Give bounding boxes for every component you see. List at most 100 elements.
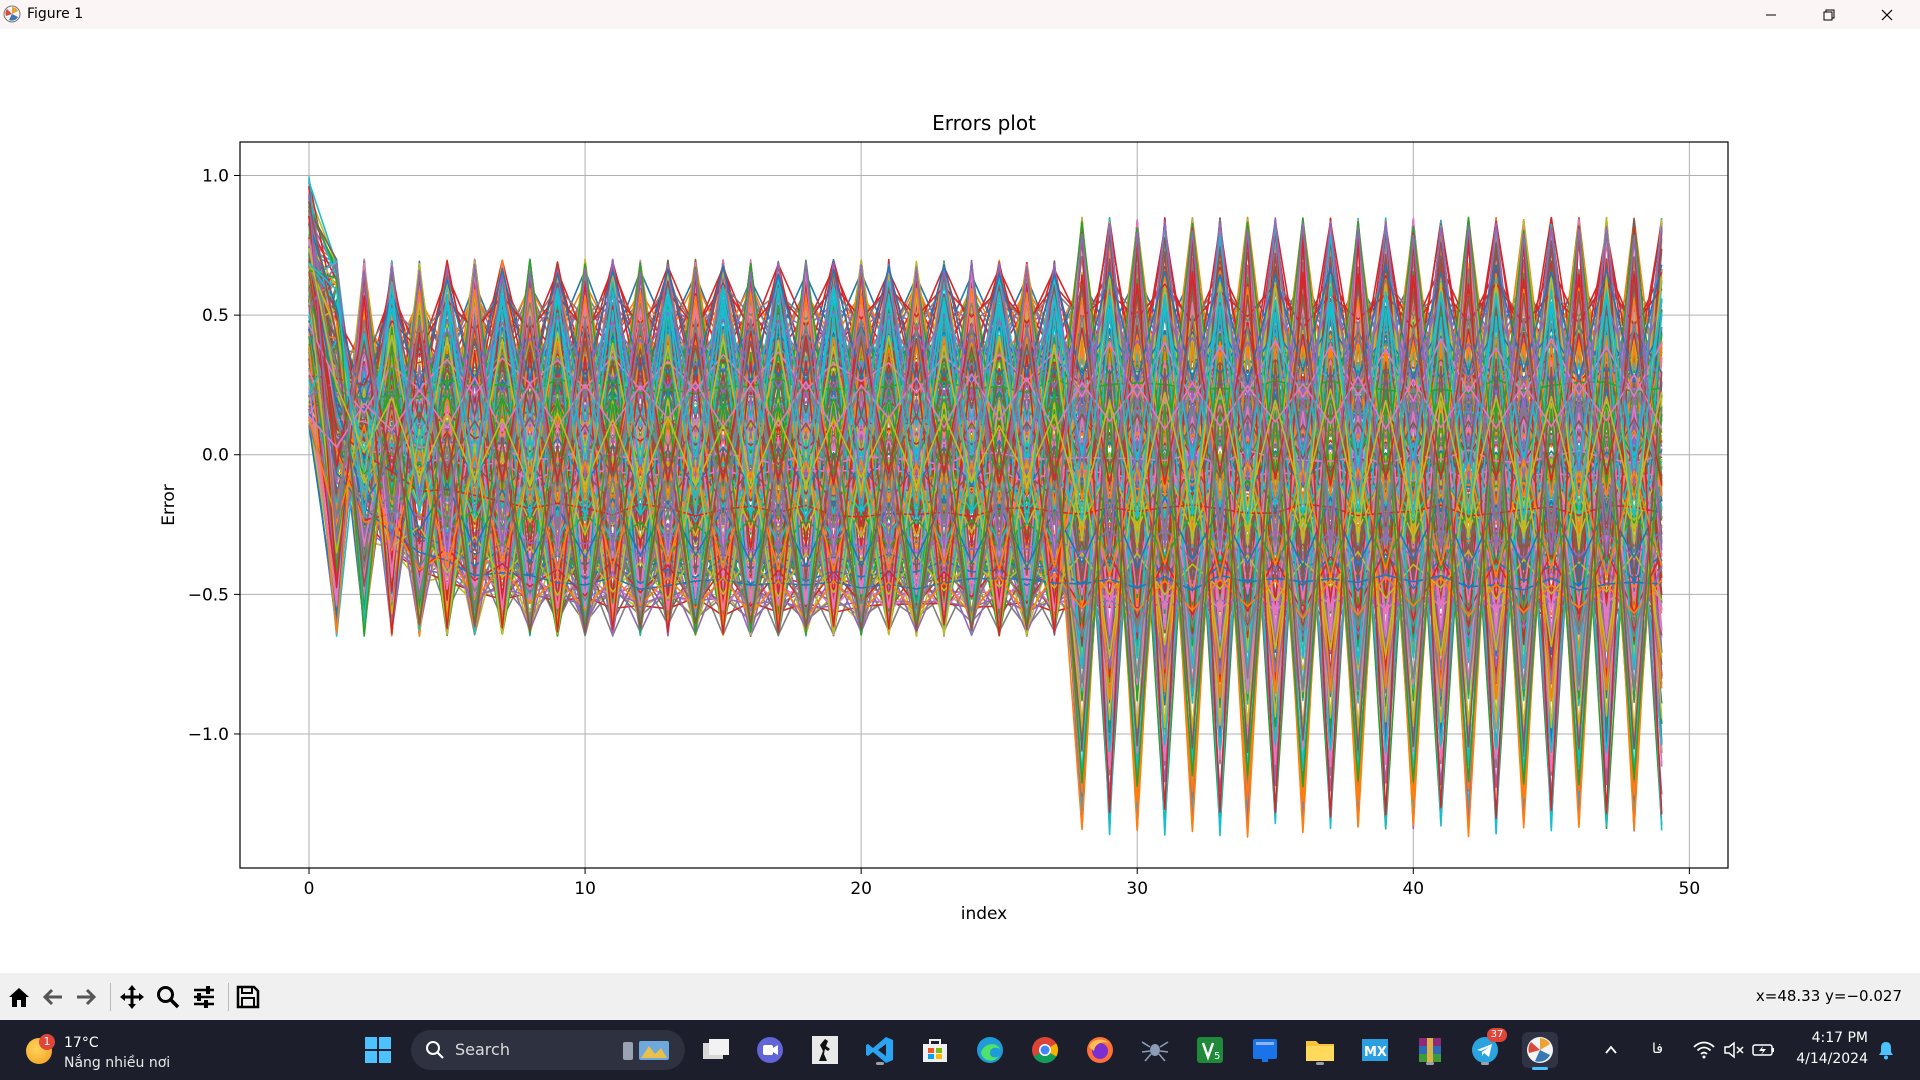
mx-app[interactable]: MX <box>1357 1032 1393 1068</box>
chart-title: Errors plot <box>932 111 1036 135</box>
series-line <box>308 201 1663 754</box>
y-axis-label: Error <box>159 484 179 525</box>
forward-button[interactable] <box>70 981 102 1013</box>
home-button[interactable] <box>3 981 35 1013</box>
telegram-app[interactable]: 37 <box>1467 1028 1507 1068</box>
x-tick-label: 40 <box>1402 879 1424 899</box>
toolbar-divider <box>110 983 111 1011</box>
teams-chat-app[interactable] <box>752 1032 788 1068</box>
configure-subplots-button[interactable] <box>188 981 220 1013</box>
restore-button[interactable] <box>1800 0 1858 29</box>
input-language[interactable]: فا <box>1652 1041 1663 1057</box>
telegram-badge: 37 <box>1487 1028 1507 1042</box>
green-app[interactable]: 5 <box>1192 1032 1228 1068</box>
active-indicator <box>1532 1067 1548 1070</box>
volume-status[interactable] <box>1716 1032 1752 1068</box>
cursor-coordinates: x=48.33 y=−0.027 <box>1755 987 1902 1005</box>
task-view-icon <box>703 1039 729 1059</box>
mx-icon: MX <box>1362 1039 1388 1061</box>
y-tick-label: −0.5 <box>188 585 229 605</box>
edge-icon <box>977 1037 1003 1063</box>
series-line <box>308 260 1662 518</box>
series-line <box>308 262 1663 472</box>
vs-green-icon: 5 <box>1197 1037 1223 1063</box>
search-highlight-icon <box>623 1041 669 1060</box>
window-title: Figure 1 <box>27 6 84 22</box>
telegram-icon <box>1472 1037 1498 1063</box>
sliders-icon <box>194 986 214 1008</box>
window-titlebar: Figure 1 <box>0 0 1920 29</box>
pan-button[interactable] <box>116 981 148 1013</box>
wifi-icon <box>1693 1041 1715 1059</box>
weather-badge: 1 <box>39 1034 55 1050</box>
running-indicator <box>1316 1062 1324 1065</box>
show-hidden-icons-button[interactable] <box>1593 1032 1629 1068</box>
taskbar-search[interactable]: Search <box>411 1030 685 1070</box>
close-button[interactable] <box>1858 0 1916 29</box>
zoom-icon <box>157 986 180 1009</box>
clock-time[interactable]: 4:17 PM <box>1811 1030 1868 1046</box>
weather-widget[interactable]: 1 17°C Nắng nhiều nơi <box>24 1028 184 1072</box>
series-line <box>308 262 1663 525</box>
save-button[interactable] <box>232 981 264 1013</box>
store-app[interactable] <box>917 1032 953 1068</box>
figure-canvas[interactable]: 0 10 20 30 40 50 1.0 0.5 0.0 −0.5 −1.0 Errors plot… <box>0 29 1920 973</box>
chrome-app[interactable] <box>1027 1032 1063 1068</box>
back-button[interactable] <box>37 981 69 1013</box>
series-line <box>308 260 1663 671</box>
y-tick-label: 0.5 <box>202 306 229 326</box>
edge-app[interactable] <box>972 1032 1008 1068</box>
winrar-app[interactable] <box>1412 1032 1448 1068</box>
series-line <box>308 284 1663 589</box>
series-line <box>308 373 1663 449</box>
vscode-icon <box>866 1037 893 1063</box>
restore-icon <box>1823 9 1835 20</box>
counter-strike-icon <box>812 1036 838 1064</box>
matplotlib-figure-app[interactable] <box>1522 1032 1558 1070</box>
x-tick-label: 30 <box>1126 879 1148 899</box>
series-line <box>308 324 1663 414</box>
chrome-icon <box>1032 1037 1059 1064</box>
minimize-button[interactable] <box>1742 0 1800 29</box>
bell-icon <box>1879 1042 1893 1060</box>
notifications-button[interactable] <box>1868 1032 1904 1068</box>
zoom-button[interactable] <box>152 981 184 1013</box>
blue-app[interactable] <box>1247 1032 1283 1068</box>
x-axis-label: index <box>961 904 1008 924</box>
firefox-app[interactable] <box>1082 1032 1118 1068</box>
errors-line-chart[interactable]: 0 10 20 30 40 50 1.0 0.5 0.0 −0.5 −1.0 Errors plot… <box>0 29 1920 973</box>
running-indicator <box>1481 1062 1489 1065</box>
x-tick-label: 10 <box>574 879 596 899</box>
start-button[interactable] <box>360 1032 396 1068</box>
matplotlib-logo-icon <box>3 5 21 23</box>
back-arrow-icon <box>42 988 62 1006</box>
running-indicator <box>1426 1062 1434 1065</box>
toolbar-divider <box>228 983 229 1011</box>
axis-ticks: 0 10 20 30 40 50 1.0 0.5 0.0 −0.5 −1.0 <box>188 167 1700 899</box>
video-chat-icon <box>757 1037 783 1063</box>
x-tick-label: 50 <box>1679 879 1701 899</box>
firefox-icon <box>1087 1037 1113 1063</box>
windows-logo-icon <box>365 1037 391 1063</box>
running-indicator <box>876 1062 884 1065</box>
series-line <box>308 186 1663 819</box>
battery-status[interactable] <box>1746 1032 1782 1068</box>
svg-text:5: 5 <box>1214 1051 1220 1062</box>
task-view-button[interactable] <box>698 1032 734 1068</box>
series-line <box>308 288 1663 532</box>
y-tick-label: 0.0 <box>202 446 229 466</box>
series-line <box>308 300 1663 702</box>
game-app[interactable] <box>807 1032 843 1068</box>
clock-date[interactable]: 4/14/2024 <box>1796 1051 1868 1067</box>
x-tick-label: 0 <box>304 879 315 899</box>
vscode-app[interactable] <box>862 1032 898 1068</box>
series-lines <box>308 176 1663 838</box>
spyder-app[interactable] <box>1137 1032 1173 1068</box>
battery-charging-icon <box>1752 1044 1774 1056</box>
save-icon <box>236 985 260 1009</box>
series-line <box>308 223 1663 407</box>
file-explorer-app[interactable] <box>1302 1032 1338 1068</box>
archive-icon <box>1419 1038 1441 1062</box>
x-tick-label: 20 <box>850 879 872 899</box>
wifi-status[interactable] <box>1686 1032 1722 1068</box>
